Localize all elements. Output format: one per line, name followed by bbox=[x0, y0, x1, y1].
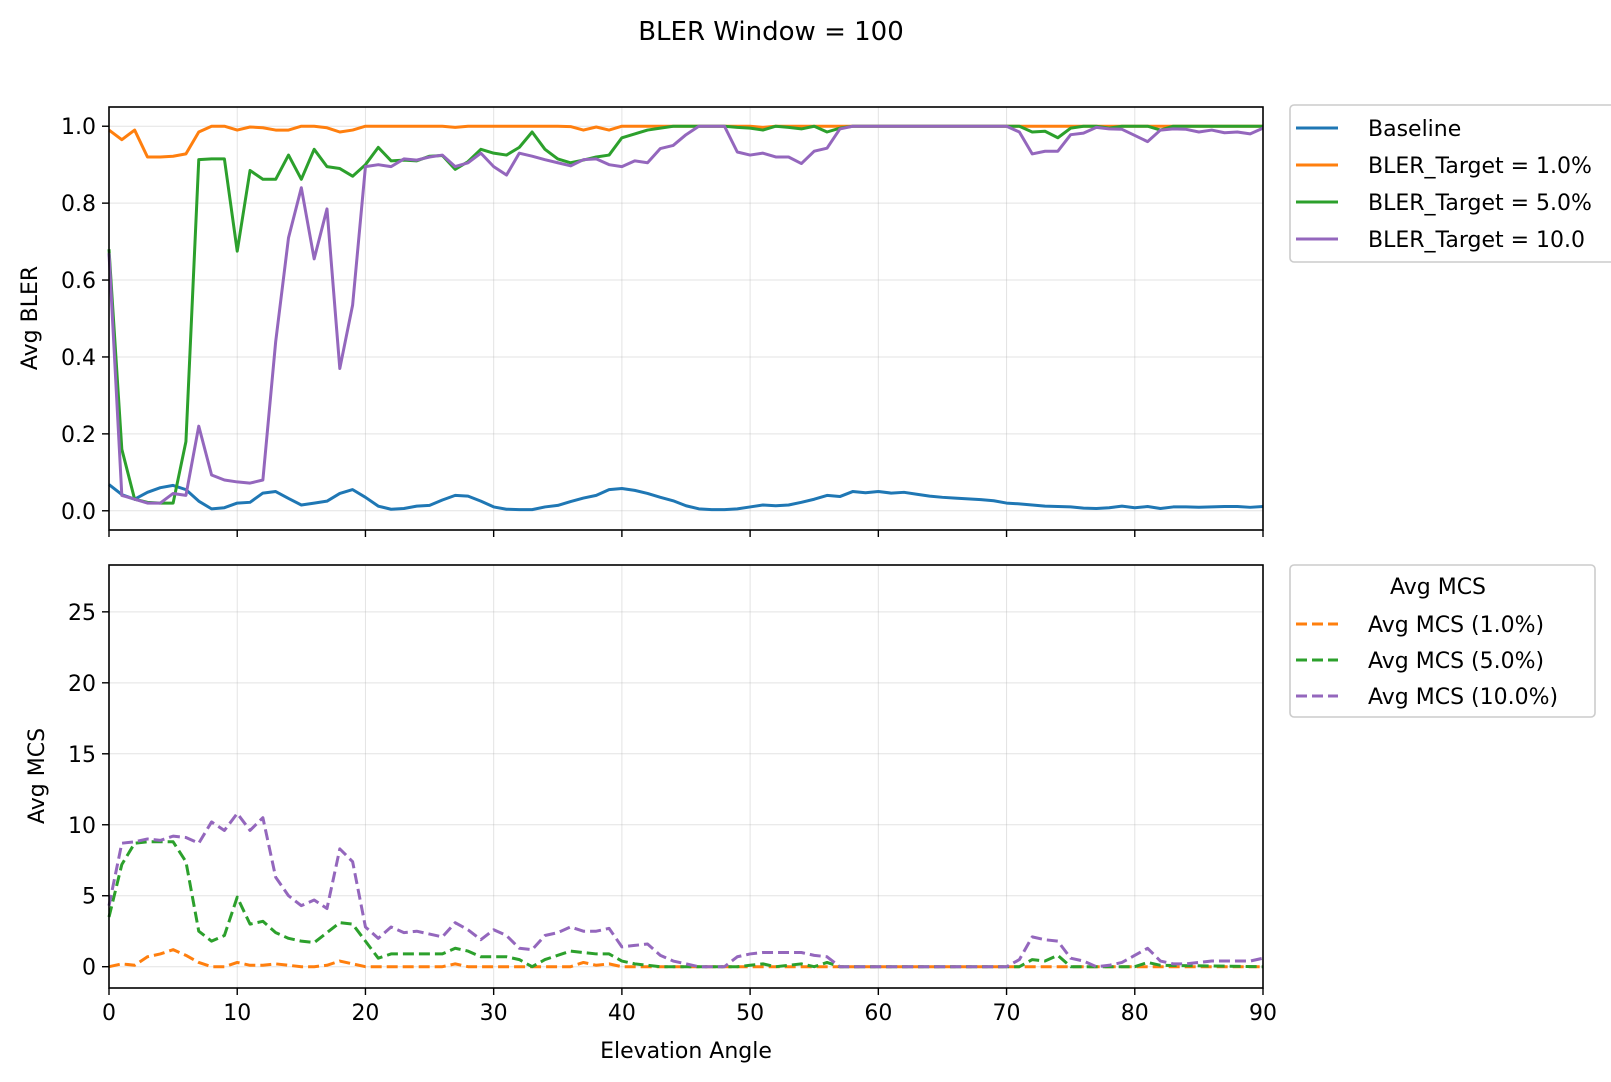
mcs-legend-label-1: Avg MCS (5.0%) bbox=[1368, 649, 1544, 674]
mcs-x-tick-label: 50 bbox=[736, 1001, 764, 1026]
mcs-legend-label-2: Avg MCS (10.0%) bbox=[1368, 685, 1558, 710]
mcs-x-tick-label: 30 bbox=[480, 1001, 508, 1026]
bler-y-tick-label: 1.0 bbox=[61, 115, 96, 140]
mcs-x-tick-label: 60 bbox=[864, 1001, 892, 1026]
bler-legend-label-1: BLER_Target = 1.0% bbox=[1368, 154, 1592, 179]
bler-series-line-2 bbox=[107, 124, 1263, 505]
mcs-series-line-0 bbox=[108, 948, 1263, 969]
mcs-x-tick-label: 0 bbox=[102, 1001, 116, 1026]
bler-legend: Baseline BLER_Target = 1.0% BLER_Target = … bbox=[1289, 104, 1611, 263]
mcs-x-tick-label: 20 bbox=[351, 1001, 379, 1026]
mcs-legend-label-0: Avg MCS (1.0%) bbox=[1368, 613, 1544, 638]
mcs-y-axis-label: Avg MCS bbox=[25, 728, 50, 824]
bler-y-tick-label: 0.0 bbox=[61, 500, 96, 525]
bler-y-ticks: 0.0 0.2 0.4 0.6 0.8 1.0 bbox=[61, 115, 109, 525]
mcs-y-tick-label: 10 bbox=[68, 814, 96, 839]
mcs-legend-box bbox=[1289, 564, 1596, 718]
mcs-y-ticks: 0 5 10 15 20 25 bbox=[68, 601, 109, 981]
mcs-y-tick-label: 25 bbox=[68, 601, 96, 626]
mcs-x-tick-label: 10 bbox=[223, 1001, 251, 1026]
figure-title: BLER Window = 100 bbox=[638, 17, 904, 47]
mcs-axes-frame bbox=[108, 564, 1264, 989]
mcs-series-group bbox=[107, 811, 1264, 969]
bler-legend-label-0: Baseline bbox=[1368, 117, 1461, 142]
bler-series-line-1 bbox=[108, 124, 1263, 159]
bler-y-tick-label: 0.6 bbox=[61, 269, 96, 294]
mcs-subplot: 0 10 20 30 40 50 60 70 80 90 0 5 10 15 20 25 Elevation… bbox=[25, 564, 1596, 1064]
bler-legend-label-2: BLER_Target = 5.0% bbox=[1368, 191, 1592, 216]
bler-y-tick-label: 0.8 bbox=[61, 192, 96, 217]
bler-x-ticks bbox=[108, 530, 1264, 537]
mcs-y-tick-label: 5 bbox=[82, 885, 96, 910]
bler-series-line-0 bbox=[108, 483, 1264, 512]
mcs-y-tick-label: 0 bbox=[82, 956, 96, 981]
mcs-y-tick-label: 20 bbox=[68, 672, 96, 697]
mcs-series-line-1 bbox=[107, 840, 1264, 969]
mcs-series-line-2 bbox=[107, 811, 1264, 969]
bler-legend-label-3: BLER_Target = 10.0 bbox=[1368, 228, 1585, 253]
bler-y-axis-label: Avg BLER bbox=[18, 266, 43, 370]
bler-series-line-3 bbox=[107, 124, 1264, 505]
mcs-x-tick-label: 70 bbox=[993, 1001, 1021, 1026]
bler-legend-box bbox=[1289, 104, 1611, 263]
mcs-x-axis-label: Elevation Angle bbox=[600, 1039, 772, 1064]
mcs-y-tick-label: 15 bbox=[68, 743, 96, 768]
bler-y-tick-label: 0.4 bbox=[61, 346, 96, 371]
mcs-x-tick-label: 80 bbox=[1121, 1001, 1149, 1026]
bler-axes-frame bbox=[108, 106, 1264, 531]
bler-subplot: 0.0 0.2 0.4 0.6 0.8 1.0 Avg BLER Baseline BLER… bbox=[18, 104, 1611, 537]
mcs-legend: Avg MCS Avg MCS (1.0%) Avg MCS (5.0%) Avg … bbox=[1289, 564, 1596, 718]
bler-series-group bbox=[107, 124, 1264, 512]
bler-y-tick-label: 0.2 bbox=[61, 423, 96, 448]
mcs-x-tick-label: 90 bbox=[1249, 1001, 1277, 1026]
mcs-legend-title: Avg MCS bbox=[1390, 575, 1486, 600]
mcs-x-ticks: 0 10 20 30 40 50 60 70 80 90 bbox=[102, 988, 1277, 1026]
mcs-x-tick-label: 40 bbox=[608, 1001, 636, 1026]
